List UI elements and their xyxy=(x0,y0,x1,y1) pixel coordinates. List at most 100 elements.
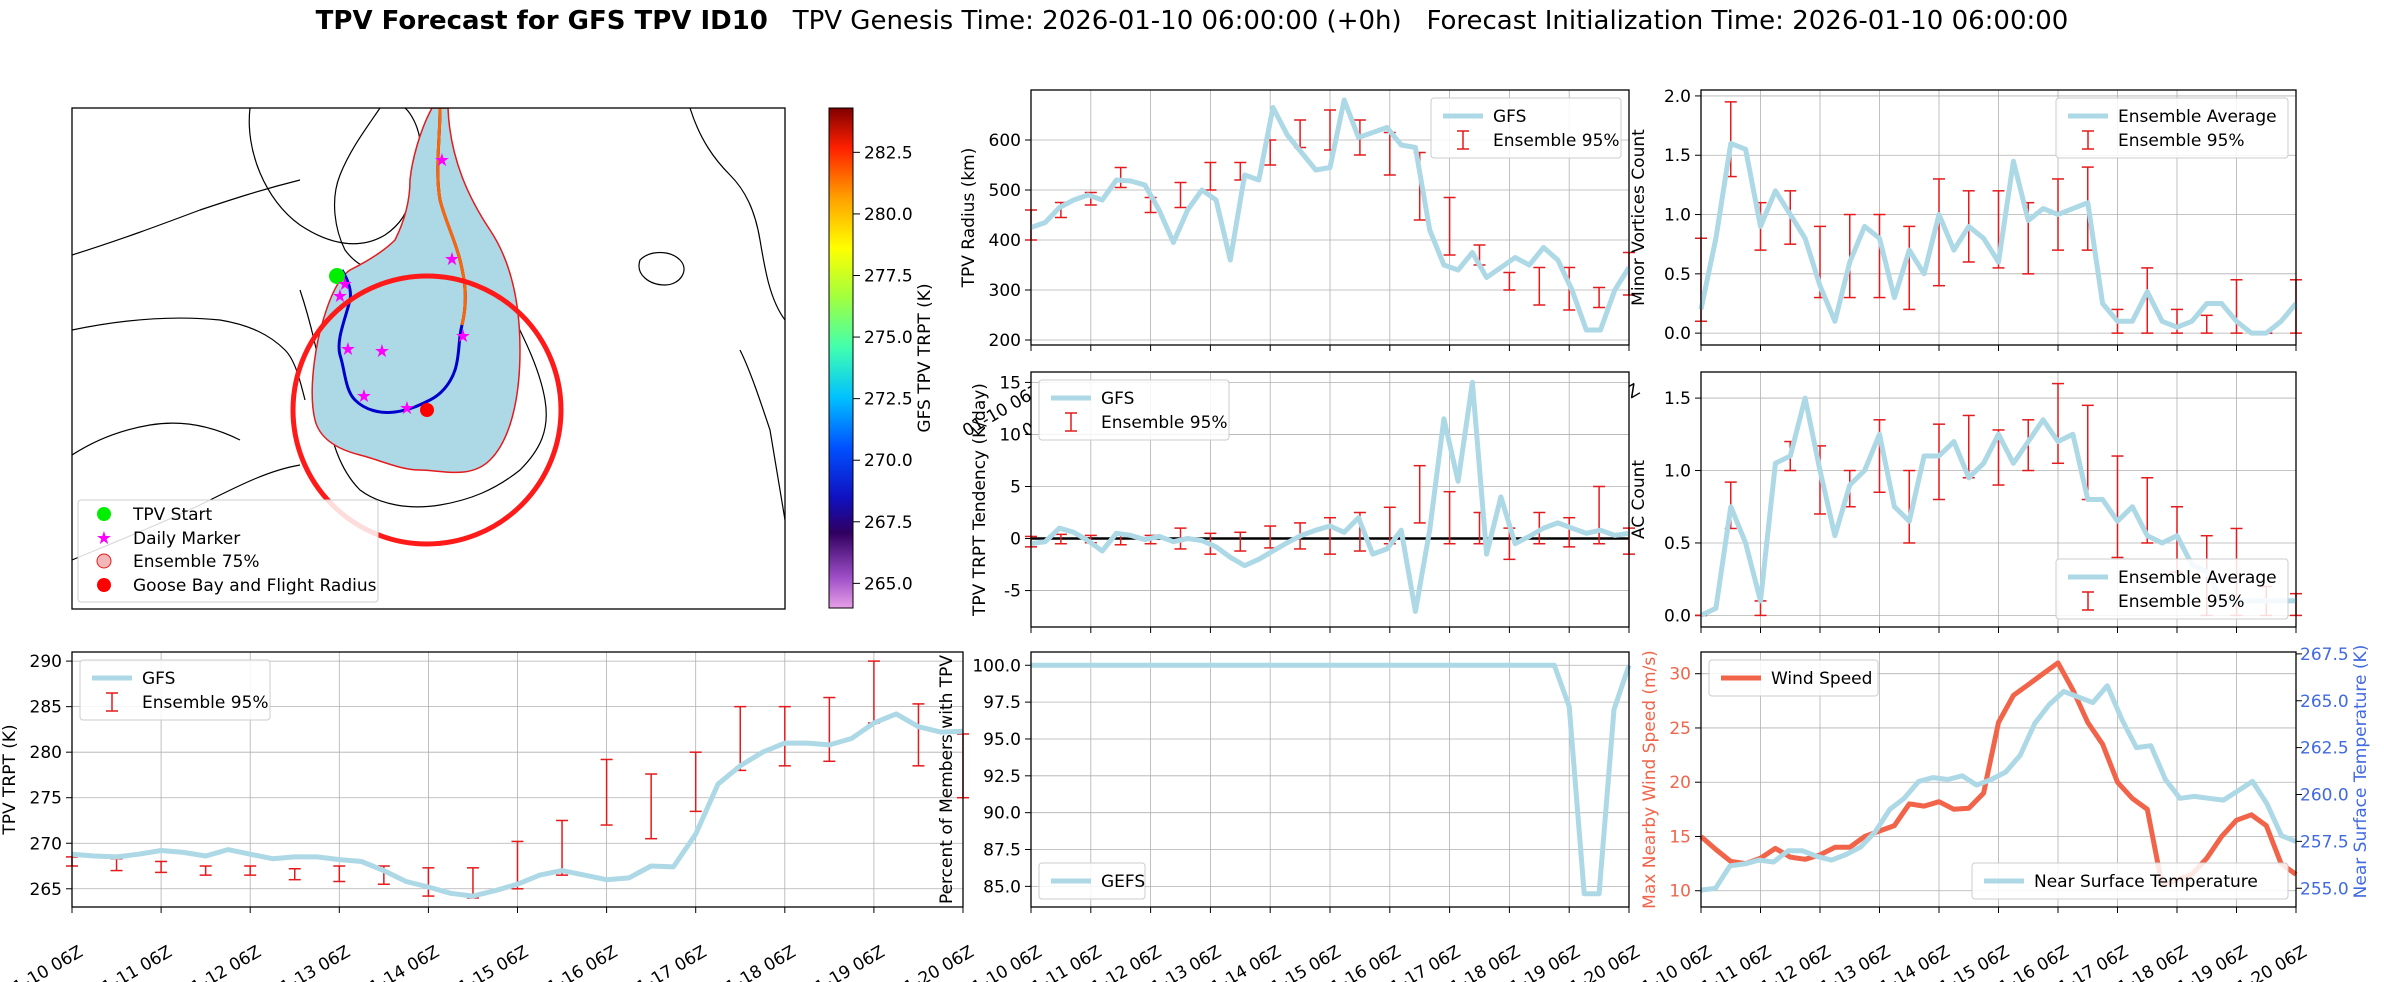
y-tick-label: 275 xyxy=(30,789,62,809)
errorbar xyxy=(1054,533,1067,545)
map-frame xyxy=(71,107,786,610)
legend-tpv-start: TPV Start xyxy=(132,505,213,525)
title-genesis: TPV Genesis Time: 2026-01-10 06:00:00 (+… xyxy=(792,6,1402,36)
ensemble-75-region xyxy=(311,108,521,474)
legend-tpv-start-swatch xyxy=(97,507,111,521)
legend-entry: Ensemble Average xyxy=(2118,568,2277,588)
y-axis-label: TPV Radius (km) xyxy=(959,148,979,289)
y-tick-label: -5 xyxy=(1004,582,1021,602)
y-tick-label: 265 xyxy=(30,880,62,900)
errorbar xyxy=(689,751,702,813)
y-axis-label: TPV TRPT (K) xyxy=(0,724,20,835)
errorbar xyxy=(1204,161,1217,191)
y-tick-label: 0.0 xyxy=(1664,606,1691,626)
errorbar xyxy=(2052,382,2064,465)
errorbar xyxy=(1533,266,1546,306)
legend-goose-bay-swatch xyxy=(97,578,111,592)
y-tick-label: 0.0 xyxy=(1664,324,1691,344)
legend-entry: Ensemble Average xyxy=(2118,107,2277,127)
goose-bay-flight-radius xyxy=(290,273,564,547)
y-tick-label: 92.5 xyxy=(983,767,1021,787)
y-tick-label: 300 xyxy=(989,281,1021,301)
y-axis-label: TPV TRPT Tendency (K/day) xyxy=(970,383,990,617)
series-line-near-surface-temperature xyxy=(1700,683,2297,893)
plot-frame xyxy=(1030,371,1630,628)
y2-tick-label: 262.5 xyxy=(2300,739,2349,759)
tpv-track-warm xyxy=(436,108,467,326)
daily-marker: ★ xyxy=(340,339,356,360)
errorbar xyxy=(1593,286,1606,309)
series-line-gfs xyxy=(71,711,964,899)
errorbar xyxy=(556,819,569,876)
daily-marker: ★ xyxy=(332,286,348,307)
map-coastline-scandinavia xyxy=(739,349,785,521)
colorbar-label: GFS TPV TRPT (K) xyxy=(915,283,935,432)
legend: Near Surface Temperature xyxy=(1971,862,2289,900)
y-tick-label: 97.5 xyxy=(983,693,1021,713)
chart-tendency: -5 0 5 10 15 TPV TRPT Tendency (K/day) GFS Ense… xyxy=(970,371,1635,633)
errorbar xyxy=(823,696,836,763)
x-tick-label: 01-19 06Z xyxy=(802,942,888,982)
colorbar-tick-label: 267.5 xyxy=(864,513,913,533)
y-tick-label: 0 xyxy=(1010,530,1021,550)
errorbar xyxy=(1443,196,1456,256)
legend: GFS Ensemble 95% xyxy=(1430,97,1622,159)
y-tick-label: 1.5 xyxy=(1664,146,1691,166)
legend: Wind Speed xyxy=(1708,659,1879,697)
x-tick-label: 01-13 06Z xyxy=(268,942,354,982)
daily-marker: ★ xyxy=(337,274,353,295)
y-tick-label: 15 xyxy=(999,373,1021,393)
y2-tick-label: 260.0 xyxy=(2300,786,2349,806)
series-line-ensemble-average xyxy=(1698,140,2298,336)
errorbar xyxy=(1413,464,1426,524)
goose-bay-marker xyxy=(420,403,434,417)
errorbar xyxy=(511,840,524,890)
errorbar xyxy=(1933,423,1945,501)
y2-axis-label: Near Surface Temperature (K) xyxy=(2351,645,2371,899)
errorbar xyxy=(333,865,346,883)
errorbar xyxy=(912,703,925,767)
y-tick-label: 20 xyxy=(1669,773,1691,793)
legend-goose-bay: Goose Bay and Flight Radius xyxy=(133,576,377,596)
y-axis-label: Minor Vortices Count xyxy=(1629,129,1649,306)
errorbar xyxy=(1234,531,1247,552)
y-tick-label: 100.0 xyxy=(972,656,1021,676)
colorbar-tick-label: 270.0 xyxy=(864,451,913,471)
y-tick-label: 10 xyxy=(1669,882,1691,902)
daily-marker: ★ xyxy=(399,398,415,419)
plot-frame xyxy=(1700,371,2297,628)
plot-frame xyxy=(1030,89,1630,346)
errorbar xyxy=(1174,181,1187,209)
x-tick-label: 01-14 06Z xyxy=(357,942,443,982)
errorbar xyxy=(778,705,791,767)
map-coastline-europe xyxy=(689,108,785,321)
y-tick-label: 280 xyxy=(30,743,62,763)
colorbar-tick-label: 265.0 xyxy=(864,574,913,594)
legend-entry: GFS xyxy=(1101,389,1134,409)
y-tick-label: 10 xyxy=(999,425,1021,445)
errorbar xyxy=(1114,166,1127,189)
daily-marker: ★ xyxy=(374,341,390,362)
legend-entry: Ensemble 95% xyxy=(142,693,269,713)
y-tick-label: 15 xyxy=(1669,827,1691,847)
map-panel: TPV Start ★ Daily Marker Ensemble 75% Go… xyxy=(71,107,935,610)
plot-frame xyxy=(1030,651,1630,908)
plot-frame xyxy=(1700,89,2297,346)
y-axis-label: Percent of Members with TPV xyxy=(937,655,957,904)
errorbar xyxy=(600,758,613,826)
daily-marker: ★ xyxy=(356,386,372,407)
series-line-gfs xyxy=(1030,97,1632,333)
errorbar xyxy=(2141,267,2154,334)
legend: GEFS xyxy=(1038,862,1146,900)
legend-entry: GFS xyxy=(1493,107,1526,127)
y-tick-label: 87.5 xyxy=(983,841,1021,861)
y-tick-label: 270 xyxy=(30,834,62,854)
errorbar xyxy=(288,868,301,881)
errorbar xyxy=(1593,485,1606,545)
y-axis-label: Max Nearby Wind Speed (m/s) xyxy=(1640,650,1660,909)
legend: Ensemble Average Ensemble 95% xyxy=(2055,97,2289,159)
legend: Ensemble Average Ensemble 95% xyxy=(2055,558,2289,620)
legend-entry: Near Surface Temperature xyxy=(2034,872,2258,892)
